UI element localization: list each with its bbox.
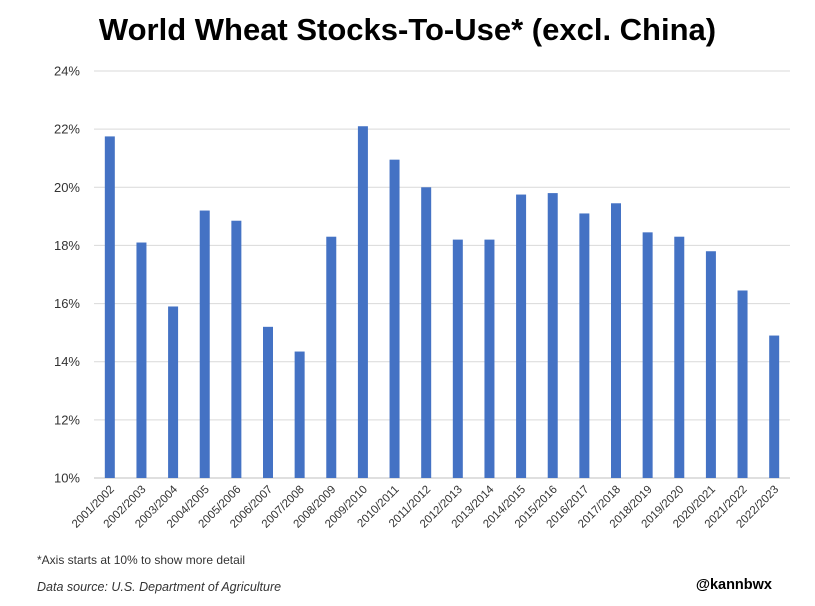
bar xyxy=(579,213,590,478)
bar xyxy=(484,239,495,478)
bar xyxy=(516,194,527,478)
bar xyxy=(769,335,780,478)
chart-title: World Wheat Stocks-To-Use* (excl. China) xyxy=(98,12,717,47)
bar xyxy=(737,290,748,478)
y-tick-label: 18% xyxy=(54,238,80,253)
bar xyxy=(357,126,368,478)
bar xyxy=(611,203,621,478)
data-source: Data source: U.S. Department of Agricult… xyxy=(37,580,282,594)
y-tick-label: 24% xyxy=(54,64,80,79)
bar xyxy=(642,232,653,478)
bar xyxy=(199,210,210,479)
bar xyxy=(547,193,558,478)
y-tick-label: 14% xyxy=(54,354,80,369)
bar xyxy=(389,159,400,479)
bar xyxy=(421,187,432,479)
y-tick-label: 12% xyxy=(54,412,80,427)
bar xyxy=(231,220,242,479)
axis-footnote: *Axis starts at 10% to show more detail xyxy=(37,553,246,567)
bar xyxy=(326,236,337,478)
bar xyxy=(136,242,147,478)
bar xyxy=(452,239,463,478)
y-tick-label: 10% xyxy=(54,471,80,486)
y-tick-label: 22% xyxy=(54,122,80,137)
author-handle: @kannbwx xyxy=(695,577,772,593)
bar xyxy=(168,306,179,478)
bar xyxy=(705,251,716,478)
bar xyxy=(674,236,685,478)
bar xyxy=(104,136,115,479)
y-tick-label: 16% xyxy=(54,296,80,311)
y-tick-label: 20% xyxy=(54,180,80,195)
bar xyxy=(294,351,305,478)
bar xyxy=(263,326,273,478)
